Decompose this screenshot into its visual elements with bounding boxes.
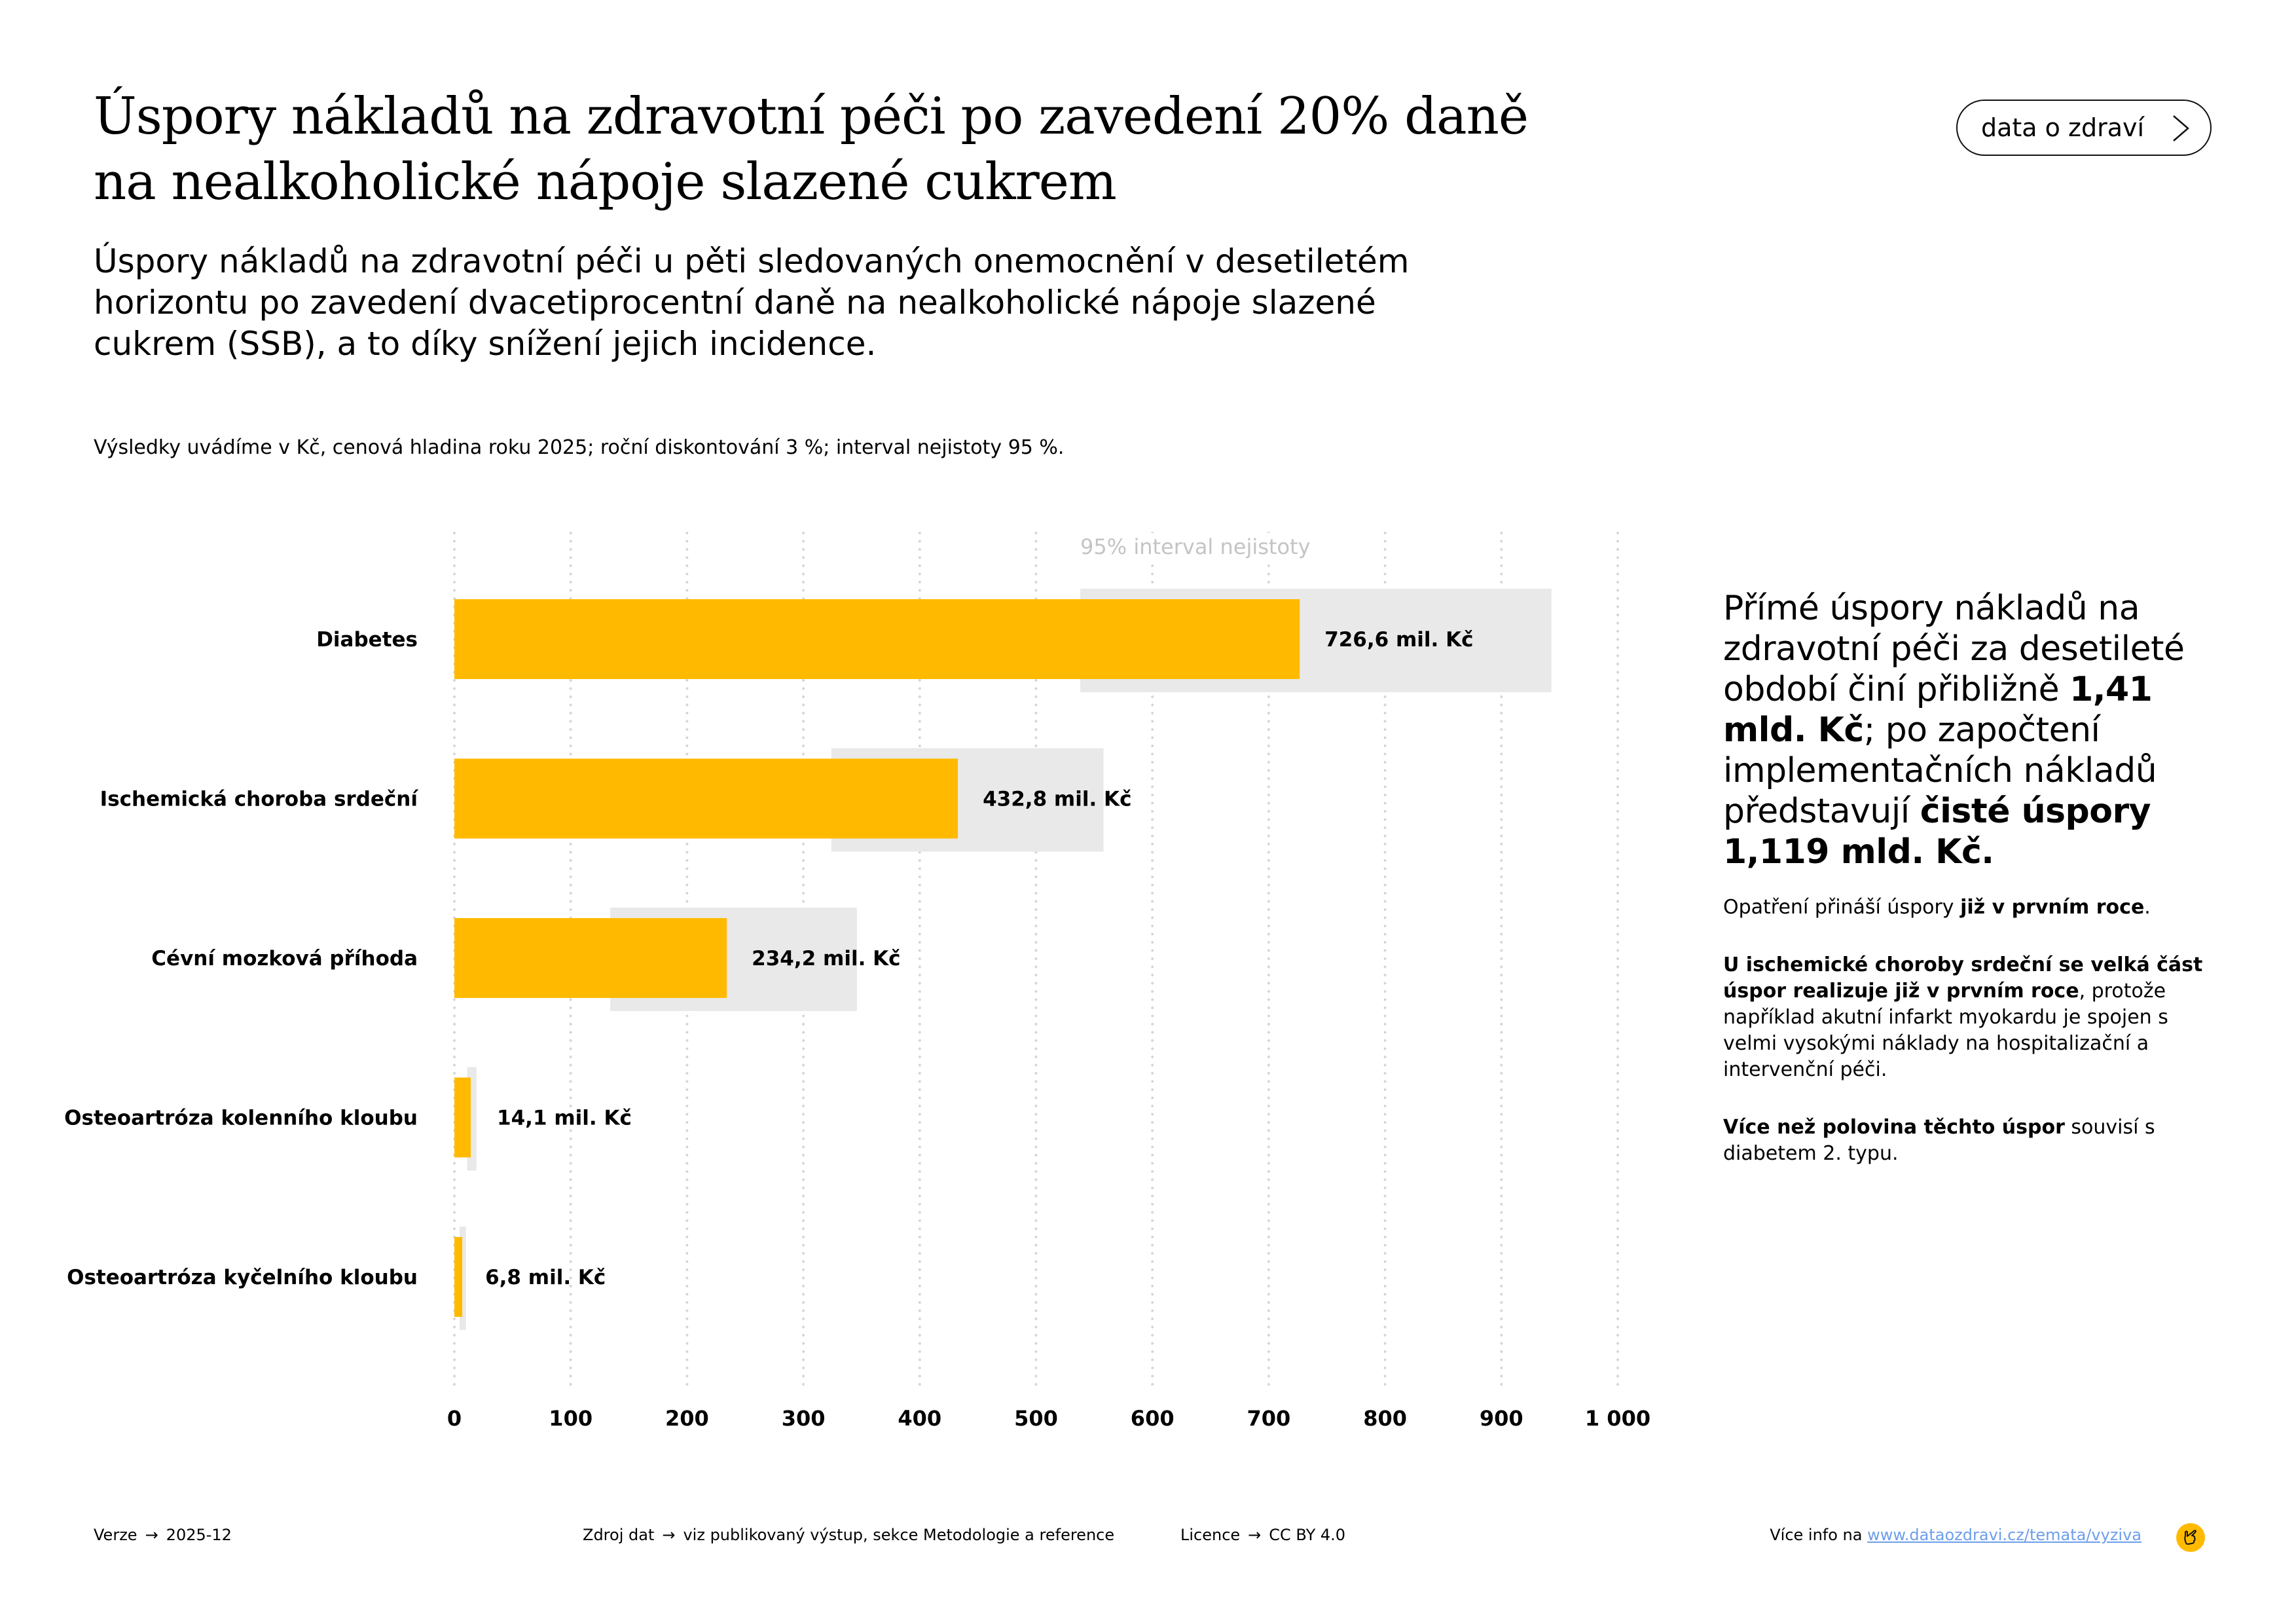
bar xyxy=(454,1237,463,1317)
x-tick-label: 400 xyxy=(898,1406,941,1431)
side-lead-text: Přímé úspory nákladů na zdravotní péči z… xyxy=(1723,588,2221,872)
category-label: Diabetes xyxy=(316,628,418,652)
body-text: . xyxy=(2144,896,2151,919)
side-paragraph-ischemic: U ischemické choroby srdeční se velká čá… xyxy=(1723,952,2221,1083)
x-tick-label: 100 xyxy=(549,1406,592,1431)
subtitle-line-1: Úspory nákladů na zdravotní péči u pěti … xyxy=(94,242,1410,280)
side-paragraph-diabetes: Více než polovina těchto úspor souvisí s… xyxy=(1723,1115,2221,1167)
x-tick-label: 800 xyxy=(1363,1406,1407,1431)
footer-source: Zdroj dat → viz publikovaný výstup, sekce … xyxy=(583,1526,1114,1544)
body-text: souvisí s diabetem 2. typu. xyxy=(1723,1116,2155,1165)
side-paragraph-first-year: Opatření přináší úspory již v prvním roc… xyxy=(1723,895,2221,921)
emphasis-text: U ischemické choroby srdeční se velká čá… xyxy=(1723,953,2203,1003)
legend-ci-label: 95% interval nejistoty xyxy=(1080,534,1311,559)
bar xyxy=(454,758,958,839)
subtitle: Úspory nákladů na zdravotní péči u pěti … xyxy=(94,241,1534,365)
x-tick-label: 700 xyxy=(1247,1406,1291,1431)
arrow-right-icon: → xyxy=(1248,1526,1262,1544)
subtitle-line-2: horizontu po zavedení dvacetiprocentní d… xyxy=(94,284,1376,322)
x-tick-label: 600 xyxy=(1131,1406,1175,1431)
title-line-2: na nealkoholické nápoje slazené cukrem xyxy=(94,153,1117,212)
x-tick-label: 300 xyxy=(782,1406,826,1431)
value-label: 14,1 mil. Kč xyxy=(497,1107,632,1130)
version-value: 2025-12 xyxy=(166,1526,232,1544)
emphasis-text: již v prvním roce xyxy=(1960,896,2145,919)
footer-more-info: Více info na www.dataozdravi.cz/temata/v… xyxy=(1770,1526,2141,1544)
chevron-right-icon xyxy=(2173,115,2189,141)
category-label: Ischemická choroba srdeční xyxy=(100,788,419,811)
logo xyxy=(2176,1523,2205,1552)
hand-pointing-icon xyxy=(2184,1530,2196,1545)
footer-version: Verze → 2025-12 xyxy=(94,1526,232,1544)
emphasis-text: čisté úspory 1,119 mld. Kč. xyxy=(1723,792,2151,872)
x-tick-label: 500 xyxy=(1014,1406,1058,1431)
value-label: 6,8 mil. Kč xyxy=(485,1266,606,1289)
arrow-right-icon: → xyxy=(145,1526,158,1544)
emphasis-text: 1,41 mld. Kč xyxy=(1723,670,2153,750)
bar xyxy=(454,1077,471,1158)
bars xyxy=(454,599,1300,1317)
methodology-note: Výsledky uvádíme v Kč, cenová hladina ro… xyxy=(94,436,1065,459)
page-title: Úspory nákladů na zdravotní péči po zave… xyxy=(94,84,1599,215)
bar xyxy=(454,918,727,998)
body-text: ; po započtení implementačních nákladů p… xyxy=(1723,710,2157,831)
source-label: Zdroj dat xyxy=(583,1526,655,1544)
x-axis-ticks: 0 100 200 300 400 500 600 700 800 900 1 000 xyxy=(447,1406,1650,1431)
source-value: viz publikovaný výstup, sekce Metodologi… xyxy=(683,1526,1115,1544)
savings-bar-chart: Diabetes 726,6 mil. Kč Ischemická choroba … xyxy=(64,532,1650,1431)
arrow-right-icon: → xyxy=(662,1526,676,1544)
version-label: Verze xyxy=(94,1526,137,1544)
x-tick-label: 900 xyxy=(1480,1406,1523,1431)
license-label: Licence xyxy=(1180,1526,1241,1544)
category-label: Cévní mozková příhoda xyxy=(151,947,418,970)
more-info-label: Více info na xyxy=(1770,1526,1863,1544)
x-tick-label: 0 xyxy=(447,1406,462,1431)
ci-band xyxy=(459,1227,466,1330)
body-text: Přímé úspory nákladů na zdravotní péči z… xyxy=(1723,589,2185,709)
more-info-link[interactable]: www.dataozdravi.cz/temata/vyziva xyxy=(1867,1526,2141,1544)
footer-license: Licence → CC BY 4.0 xyxy=(1180,1526,1345,1544)
title-line-1: Úspory nákladů na zdravotní péči po zave… xyxy=(94,87,1529,146)
emphasis-text: Více než polovina těchto úspor xyxy=(1723,1116,2065,1139)
data-o-zdravi-button[interactable]: data o zdraví xyxy=(1956,100,2212,156)
labels: Diabetes 726,6 mil. Kč Ischemická choroba … xyxy=(64,628,1473,1289)
subtitle-line-3: cukrem (SSB), a to díky snížení jejich i… xyxy=(94,325,877,363)
legend-background xyxy=(1076,533,1313,562)
body-text: , protože například akutní infarkt myoka… xyxy=(1723,980,2168,1081)
license-value: CC BY 4.0 xyxy=(1269,1526,1346,1544)
data-o-zdravi-label: data o zdraví xyxy=(1981,113,2145,142)
value-label: 234,2 mil. Kč xyxy=(752,947,900,970)
x-tick-label: 1 000 xyxy=(1585,1406,1650,1431)
value-label: 726,6 mil. Kč xyxy=(1324,628,1473,652)
category-label: Osteoartróza kyčelního kloubu xyxy=(67,1266,418,1289)
x-tick-label: 200 xyxy=(665,1406,709,1431)
value-label: 432,8 mil. Kč xyxy=(983,788,1131,811)
category-label: Osteoartróza kolenního kloubu xyxy=(64,1107,418,1130)
body-text: Opatření přináší úspory xyxy=(1723,896,1961,919)
side-panel: Přímé úspory nákladů na zdravotní péči z… xyxy=(1723,588,2221,1198)
bar xyxy=(454,599,1300,679)
